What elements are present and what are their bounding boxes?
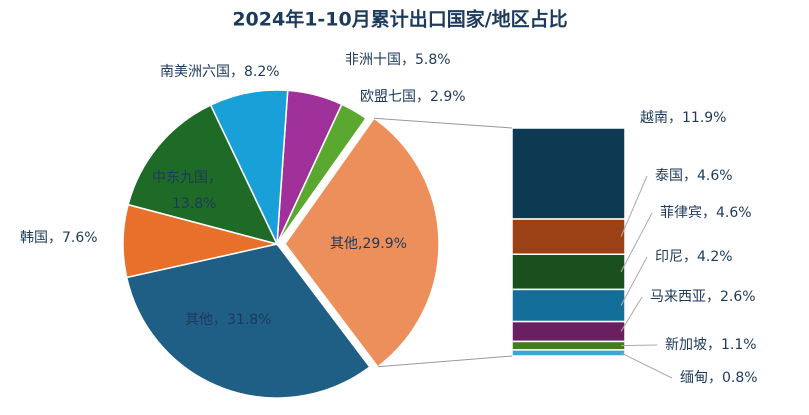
pie-label: 其他,29.9% bbox=[330, 236, 407, 252]
pie-label: 南美洲六国，8.2% bbox=[160, 64, 280, 80]
connector bbox=[373, 117, 513, 129]
bar-label: 泰国，4.6% bbox=[655, 168, 733, 184]
pie-slice bbox=[284, 117, 440, 368]
bar-segment bbox=[511, 349, 626, 357]
pie-label: 13.8% bbox=[172, 196, 216, 212]
pie-label: 非洲十国，5.8% bbox=[345, 52, 451, 68]
leader-line bbox=[620, 175, 648, 237]
leader-line bbox=[620, 212, 653, 273]
pie-label: 其他，31.8% bbox=[185, 312, 271, 328]
pie-label: 中东九国， bbox=[152, 170, 222, 186]
leader-line bbox=[620, 344, 658, 347]
bar-label: 越南，11.9% bbox=[640, 110, 726, 126]
bar-segment bbox=[511, 253, 626, 291]
pie-slice bbox=[125, 243, 371, 399]
bar-label: 印尼，4.2% bbox=[655, 249, 733, 265]
bar-label: 缅甸，0.8% bbox=[680, 370, 758, 386]
pie-label: 欧盟七国，2.9% bbox=[360, 89, 466, 105]
bar-label: 菲律宾，4.6% bbox=[660, 205, 752, 221]
bar-segment bbox=[511, 218, 626, 255]
bar-label: 新加坡，1.1% bbox=[665, 337, 757, 353]
leader-line bbox=[620, 296, 643, 332]
pie-label: 韩国，7.6% bbox=[20, 230, 98, 246]
bar-label: 马来西亚，2.6% bbox=[650, 289, 756, 305]
chart-title: 2024年1-10月累计出口国家/地区占比 bbox=[232, 8, 567, 31]
bar-segment bbox=[511, 320, 626, 343]
leader-line bbox=[620, 256, 648, 306]
bar-segment bbox=[511, 288, 626, 323]
pie-slice bbox=[276, 103, 368, 245]
connector bbox=[377, 355, 513, 368]
leader-line bbox=[620, 352, 673, 379]
pie-slice bbox=[127, 104, 279, 246]
bar-segment bbox=[511, 340, 626, 351]
bar-segment bbox=[511, 127, 626, 220]
pie-slice bbox=[209, 89, 289, 247]
